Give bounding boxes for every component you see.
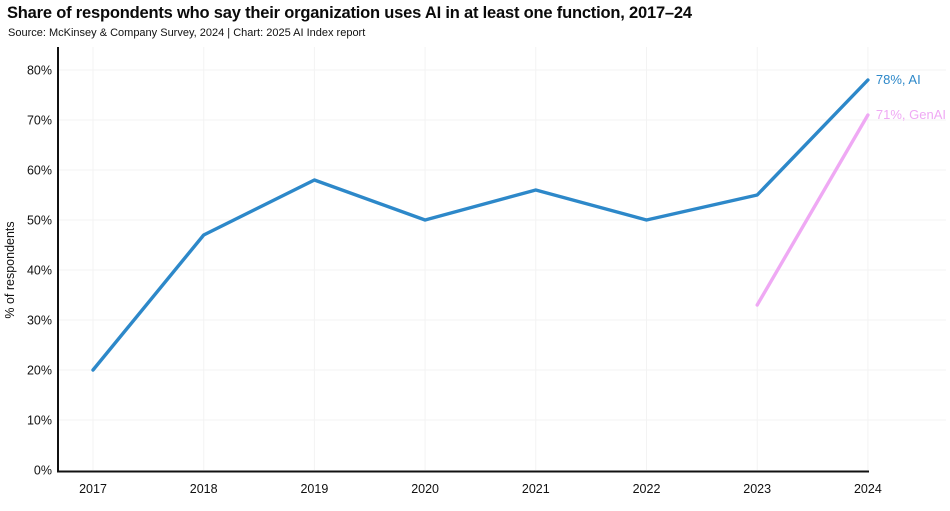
y-tick-label: 0% xyxy=(34,464,52,478)
x-tick-label: 2021 xyxy=(522,482,550,496)
series-end-label-ai: 78%, AI xyxy=(876,72,921,87)
series-line-genai xyxy=(755,113,870,307)
x-tick-label: 2020 xyxy=(411,482,439,496)
series-end-label-genai: 71%, GenAI xyxy=(876,107,946,122)
x-tick-label: 2022 xyxy=(633,482,661,496)
series-line-ai xyxy=(91,78,870,372)
y-axis-title: % of respondents xyxy=(3,221,17,318)
x-tick-label: 2018 xyxy=(190,482,218,496)
x-tick-label: 2024 xyxy=(854,482,882,496)
y-tick-label: 80% xyxy=(27,64,52,78)
chart-source-caption: Source: McKinsey & Company Survey, 2024 … xyxy=(8,27,366,39)
y-tick-label: 40% xyxy=(27,264,52,278)
chart-title: Share of respondents who say their organ… xyxy=(7,4,692,22)
y-tick-label: 20% xyxy=(27,364,52,378)
y-tick-label: 50% xyxy=(27,214,52,228)
y-tick-label: 30% xyxy=(27,314,52,328)
y-tick-label: 10% xyxy=(27,414,52,428)
x-tick-label: 2017 xyxy=(79,482,107,496)
x-tick-label: 2023 xyxy=(743,482,771,496)
y-tick-label: 70% xyxy=(27,114,52,128)
y-tick-label: 60% xyxy=(27,164,52,178)
x-tick-label: 2019 xyxy=(300,482,328,496)
